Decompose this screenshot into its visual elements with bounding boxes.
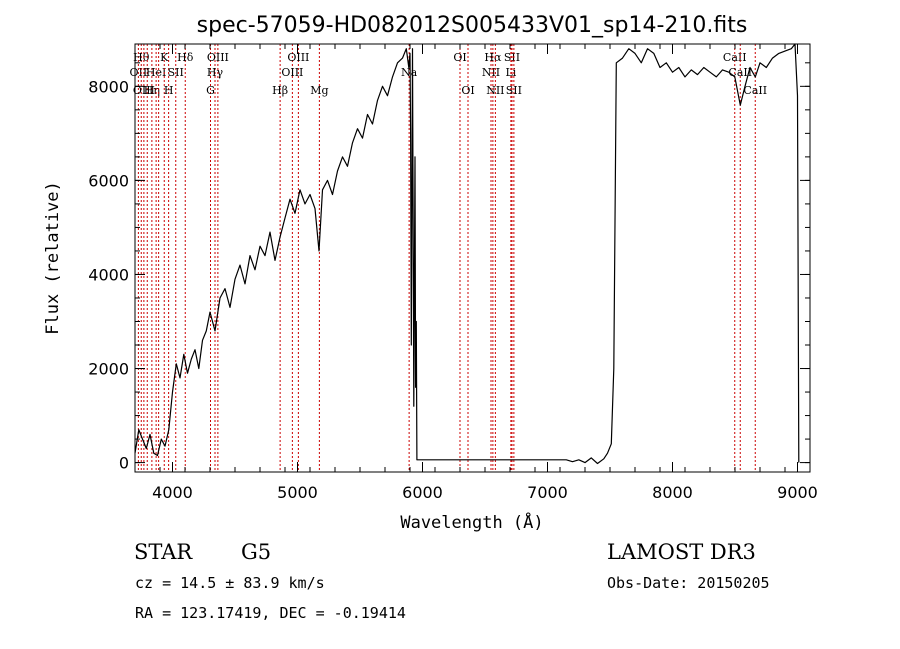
line-marker-label: OI xyxy=(461,84,474,97)
line-marker-label: Hη xyxy=(144,84,160,97)
obs-date: Obs-Date: 20150205 xyxy=(607,574,770,592)
axis-ticks: 4000 5000 6000 7000 8000 9000 0 2000 4000 6000 800… xyxy=(88,44,818,502)
x-tick-label: 5000 xyxy=(277,483,318,502)
line-marker-label: SII xyxy=(504,51,520,64)
y-tick-label: 2000 xyxy=(88,360,129,379)
series-layer xyxy=(134,43,800,465)
line-marker-label: Hδ xyxy=(177,51,194,64)
line-marker-label: Hθ xyxy=(133,51,150,64)
line-marker-label: OII xyxy=(130,66,148,79)
line-marker-label: SII xyxy=(168,66,184,79)
plot-border xyxy=(134,43,811,473)
line-marker-label: HeI xyxy=(146,66,166,79)
line-marker-label: Na xyxy=(401,66,418,79)
line-marker-label: H xyxy=(164,84,174,97)
line-marker-label: CaII xyxy=(743,84,767,97)
spectrum-line xyxy=(134,43,800,465)
line-marker-label: CaII xyxy=(723,51,747,64)
y-tick-label: 0 xyxy=(119,454,129,473)
line-marker-label: NII xyxy=(486,84,504,97)
line-marker-label: OI xyxy=(453,51,466,64)
object-class: STAR xyxy=(134,540,193,564)
y-tick-label: 6000 xyxy=(88,171,129,190)
coordinates-text: RA = 123.17419, DEC = -0.19414 xyxy=(135,604,406,622)
line-marker-label: OIII xyxy=(287,51,309,64)
x-tick-label: 8000 xyxy=(652,483,693,502)
chart-title: spec-57059-HD082012S005433V01_sp14-210.f… xyxy=(197,13,748,38)
redshift-text: cz = 14.5 ± 83.9 km/s xyxy=(135,574,325,592)
line-marker-label: Li xyxy=(505,66,516,79)
line-marker-label: Hγ xyxy=(207,66,224,79)
plot-frame xyxy=(134,43,811,473)
y-axis-label: Flux (relative) xyxy=(43,181,63,335)
line-marker-label: OIII xyxy=(207,51,229,64)
x-tick-label: 4000 xyxy=(152,483,193,502)
x-tick-label: 6000 xyxy=(402,483,443,502)
line-marker-label: SII xyxy=(506,84,522,97)
line-marker-label: Mg xyxy=(310,84,328,97)
line-markers: OIIHθOIIIHηHeIKHSIIHδGHγOIIIHβOIIIOIIIMg… xyxy=(130,44,767,472)
y-tick-label: 4000 xyxy=(88,265,129,284)
line-marker-label: G xyxy=(206,84,215,97)
line-marker-label: OIII xyxy=(281,66,303,79)
x-tick-label: 9000 xyxy=(777,483,818,502)
object-subclass: G5 xyxy=(241,540,272,564)
line-marker-label: CaII xyxy=(728,66,752,79)
survey-name: LAMOST DR3 xyxy=(607,540,756,564)
x-axis-label: Wavelength (Å) xyxy=(400,511,543,533)
x-tick-label: 7000 xyxy=(527,483,568,502)
line-marker-label: NII xyxy=(482,66,500,79)
line-marker-label: Hβ xyxy=(272,84,288,97)
line-marker-label: Hα xyxy=(484,51,502,64)
line-marker-label: OIII xyxy=(133,84,155,97)
line-marker-label: K xyxy=(160,51,169,64)
y-tick-label: 8000 xyxy=(88,77,129,96)
